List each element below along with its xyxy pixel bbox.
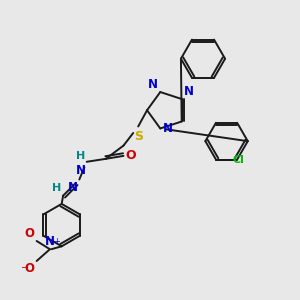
Text: O: O — [126, 149, 136, 162]
Text: N: N — [68, 181, 78, 194]
Text: Cl: Cl — [232, 154, 244, 164]
Text: N: N — [184, 85, 194, 98]
Text: N: N — [148, 78, 158, 91]
Text: O: O — [24, 226, 34, 239]
Text: +: + — [53, 237, 60, 246]
Text: S: S — [134, 130, 143, 143]
Text: −: − — [21, 263, 29, 273]
Text: H: H — [52, 183, 62, 193]
Text: N: N — [45, 235, 55, 248]
Text: N: N — [76, 164, 85, 177]
Text: H: H — [76, 151, 86, 161]
Text: O: O — [24, 262, 34, 275]
Text: N: N — [163, 122, 173, 135]
